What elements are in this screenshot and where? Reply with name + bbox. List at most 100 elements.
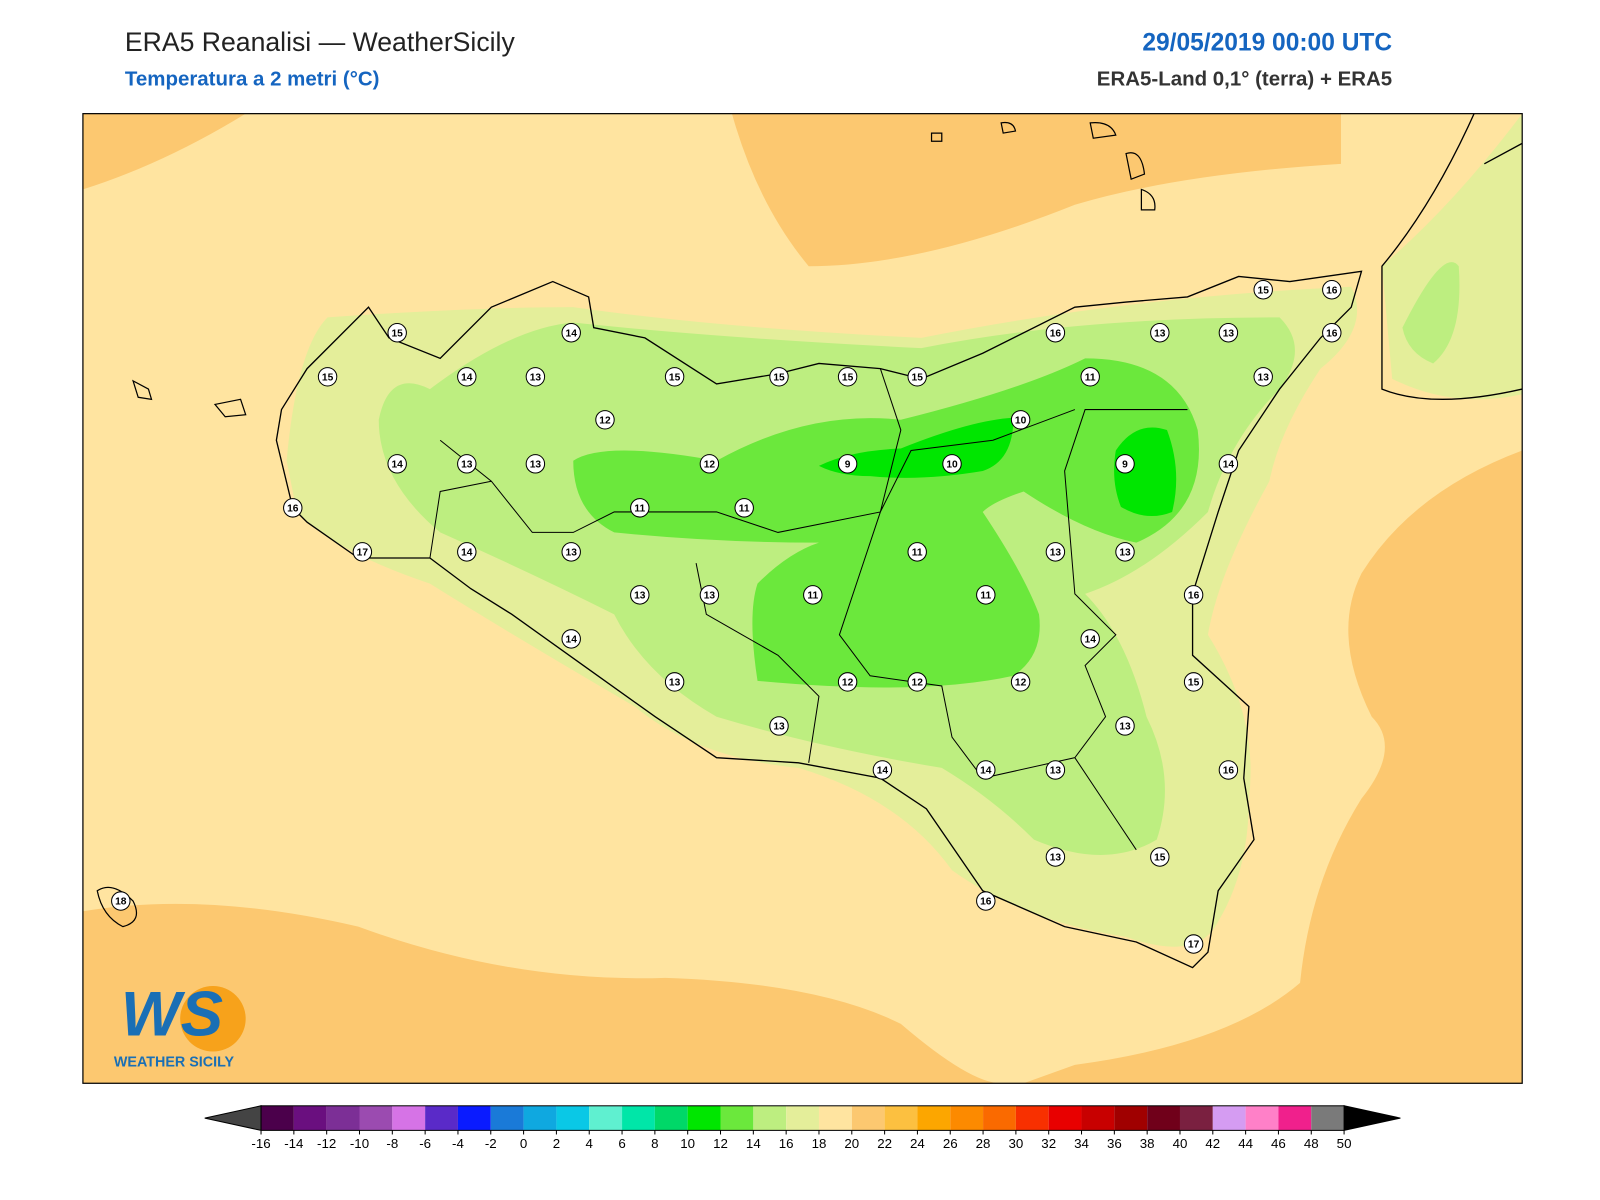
- station: 13: [1150, 323, 1170, 343]
- station-marker: [1115, 454, 1135, 474]
- colorbar-swatch: [654, 1105, 688, 1131]
- colorbar-swatch: [1114, 1105, 1148, 1131]
- station-value: 13: [461, 460, 473, 471]
- station: 13: [525, 454, 546, 474]
- station: 12: [595, 410, 615, 430]
- colorbar-frame: [260, 1105, 1345, 1131]
- station-value: 13: [1050, 548, 1062, 559]
- station-value: 9: [1122, 460, 1128, 471]
- colorbar-swatch: [1147, 1105, 1180, 1131]
- station-value: 12: [704, 460, 716, 471]
- colorbar-tick-label: 26: [943, 1136, 958, 1151]
- station-marker: [1218, 760, 1239, 780]
- station-marker: [1115, 542, 1135, 562]
- date: 29/05/2019 00:00 UTC: [1142, 30, 1392, 57]
- station-value: 15: [842, 373, 854, 384]
- station-value: 16: [1050, 328, 1062, 339]
- station-marker: [699, 585, 720, 605]
- station: 9: [1115, 454, 1135, 474]
- colorbar-swatch: [1081, 1105, 1115, 1131]
- colorbar-tick-label: -14: [284, 1136, 303, 1151]
- station-marker: [387, 454, 407, 474]
- colorbar-tick-label: 18: [812, 1136, 827, 1151]
- station-marker: [699, 454, 720, 474]
- colorbar: -16 -14 -12 -10 -8 -6 -4 -2 0 2 4 6 8 10 12 14 16 18 20 22 2…: [204, 1105, 1401, 1151]
- station-value: 18: [115, 897, 127, 908]
- warm-area: [82, 113, 246, 190]
- map: 15 14 15 14 13 15 15 15 15 16 13 13 15 16 16 13 11 12 10 14…: [82, 113, 1523, 1084]
- station-marker: [111, 891, 131, 911]
- station-value: 9: [845, 460, 851, 471]
- station-marker: [1150, 323, 1170, 343]
- colorbar-tick-label: -4: [452, 1136, 464, 1151]
- station-marker: [837, 672, 858, 692]
- colorbar-high: [1343, 1105, 1401, 1132]
- station-marker: [1010, 672, 1031, 692]
- cool-area: [1402, 262, 1460, 364]
- station-marker: [976, 760, 996, 780]
- station: 13: [664, 672, 685, 692]
- station-marker: [595, 410, 615, 430]
- colorbar-tick-label: 42: [1205, 1136, 1220, 1151]
- colorbar-swatch: [1245, 1105, 1279, 1131]
- station-marker: [837, 367, 858, 387]
- station-value: 17: [1188, 940, 1200, 951]
- colorbar-tick-label: 38: [1140, 1136, 1155, 1151]
- colorbar-tick-label: 22: [877, 1136, 892, 1151]
- colorbar-swatch: [950, 1105, 984, 1131]
- station: 15: [769, 367, 789, 387]
- colorbar-swatch: [1278, 1105, 1312, 1131]
- station-value: 13: [669, 678, 681, 689]
- warm-area: [731, 113, 1342, 267]
- station: 14: [561, 629, 581, 649]
- colorbar-swatch: [1212, 1105, 1246, 1131]
- colorbar-swatch: [720, 1105, 754, 1131]
- station-marker: [457, 454, 477, 474]
- colorbar-tick-label: 28: [976, 1136, 991, 1151]
- station-marker: [942, 454, 962, 474]
- station-value: 13: [704, 591, 716, 602]
- station-marker: [664, 367, 685, 387]
- colorbar-swatch: [884, 1105, 918, 1131]
- colorbar-tick-label: 0: [520, 1136, 527, 1151]
- coldest-area: [818, 417, 1177, 517]
- station-marker: [317, 367, 338, 387]
- colorbar-swatch: [490, 1105, 524, 1131]
- station-marker: [837, 454, 858, 474]
- stations: 15 14 15 14 13 15 15 15 15 16 13 13 15 16 16 13 11 12 10 14…: [111, 280, 1342, 954]
- colorbar-tick-label: 6: [618, 1136, 625, 1151]
- colorbar-tick-label: 10: [680, 1136, 695, 1151]
- colorbar-swatch: [293, 1105, 327, 1131]
- station-marker: [630, 498, 650, 518]
- station-value: 17: [357, 548, 369, 559]
- station: 16: [1183, 585, 1204, 605]
- station-value: 15: [1258, 285, 1270, 296]
- station-value: 12: [912, 678, 924, 689]
- station: 12: [1010, 672, 1031, 692]
- station: 15: [664, 367, 685, 387]
- station: 16: [1218, 760, 1239, 780]
- map-frame: [82, 113, 1523, 1084]
- colorbar-swatch: [457, 1105, 491, 1131]
- station-value: 13: [773, 722, 785, 733]
- colorbar-swatch: [359, 1105, 393, 1131]
- station: 13: [1253, 367, 1273, 387]
- colorbar-swatch: [851, 1105, 885, 1131]
- station-marker: [1045, 847, 1066, 867]
- station: 12: [907, 672, 927, 692]
- colorbar-tick-label: 12: [713, 1136, 728, 1151]
- station-value: 11: [912, 548, 923, 559]
- station-marker: [387, 323, 407, 343]
- colorbar-tick-label: -12: [317, 1136, 336, 1151]
- station: 15: [317, 367, 338, 387]
- station-marker: [769, 367, 789, 387]
- station-value: 12: [842, 678, 854, 689]
- colorbar-tick-label: 44: [1238, 1136, 1253, 1151]
- colorbar-swatch: [1048, 1105, 1082, 1131]
- station-value: 16: [287, 504, 299, 515]
- station-marker: [561, 323, 581, 343]
- subtitle: Temperatura a 2 metri (°C): [125, 67, 380, 90]
- colorbar-tick-label: 2: [553, 1136, 560, 1151]
- station-value: 13: [566, 548, 578, 559]
